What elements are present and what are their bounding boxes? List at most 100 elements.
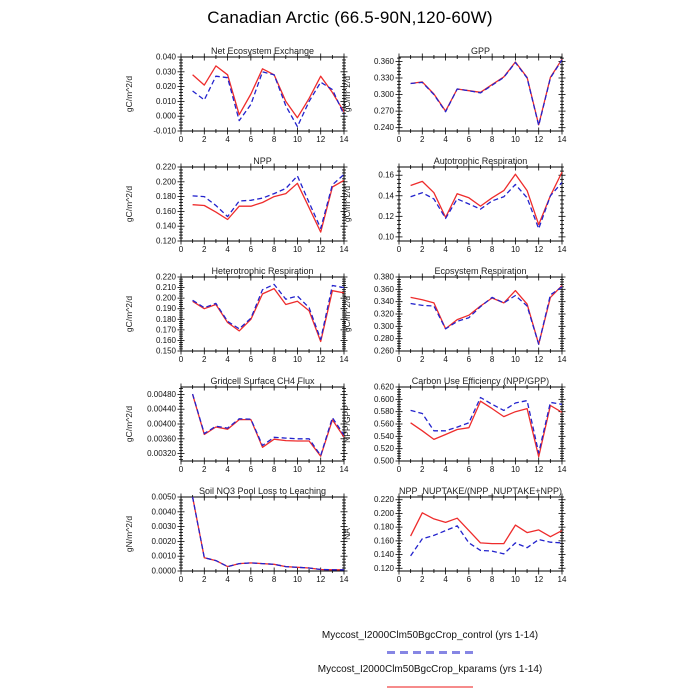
- x-tick-label: 12: [534, 135, 543, 144]
- y-tick-label: 0.14: [378, 191, 394, 200]
- x-tick-label: 10: [293, 135, 302, 144]
- series-line-kparams: [410, 285, 563, 345]
- x-tick-label: 2: [420, 245, 425, 254]
- y-tick-label: 0.000: [156, 112, 177, 121]
- y-tick-label: 0.0010: [152, 552, 177, 561]
- y-axis-unit-label: gC/m^2/d: [124, 406, 134, 442]
- y-tick-label: -0.010: [153, 127, 176, 136]
- y-tick-label: 0.0020: [152, 537, 177, 546]
- x-tick-label: 12: [316, 135, 325, 144]
- x-tick-label: 14: [558, 575, 567, 584]
- y-tick-label: 0.180: [156, 192, 177, 201]
- x-tick-label: 6: [249, 355, 254, 364]
- legend-label-kparams: Myccost_I2000Clm50BgcCrop_kparams (yrs 1…: [317, 664, 543, 675]
- series-line-control: [192, 71, 345, 128]
- legend-line-kparams-sample: [387, 686, 473, 688]
- series-line-control: [191, 393, 345, 457]
- x-tick-label: 4: [443, 135, 448, 144]
- y-tick-label: 0.320: [374, 310, 395, 319]
- y-tick-label: 0.240: [374, 123, 395, 132]
- y-tick-label: 0.620: [374, 383, 395, 392]
- y-tick-label: 0.140: [374, 550, 395, 559]
- y-tick-label: 0.200: [374, 509, 395, 518]
- y-tick-label: 0.140: [156, 222, 177, 231]
- y-tick-label: 0.580: [374, 407, 395, 416]
- y-tick-label: 0.120: [156, 237, 177, 246]
- x-tick-label: 8: [272, 245, 277, 254]
- x-tick-label: 10: [511, 135, 520, 144]
- x-tick-label: 2: [202, 465, 207, 474]
- panel-title: Carbon Use Efficiency (NPP/GPP): [412, 376, 549, 386]
- series-line-kparams: [191, 394, 345, 457]
- y-tick-label: 0.0040: [152, 507, 177, 516]
- series-line-kparams: [192, 287, 345, 343]
- x-tick-label: 14: [340, 135, 349, 144]
- x-tick-label: 8: [490, 465, 495, 474]
- x-tick-label: 10: [511, 355, 520, 364]
- series-line-control: [410, 286, 563, 345]
- x-tick-label: 6: [249, 465, 254, 474]
- x-tick-label: 6: [249, 135, 254, 144]
- series-line-control: [410, 181, 563, 230]
- x-tick-label: 4: [225, 465, 230, 474]
- y-axis-unit-label: gC/m^2/d: [124, 296, 134, 332]
- series-line-kparams: [410, 171, 563, 226]
- x-tick-label: 4: [443, 355, 448, 364]
- x-tick-label: 4: [225, 575, 230, 584]
- y-tick-label: 0.220: [374, 495, 395, 504]
- x-tick-label: 0: [397, 355, 402, 364]
- panel-title: Net Ecosystem Exchange: [211, 46, 314, 56]
- x-tick-label: 12: [534, 575, 543, 584]
- x-tick-label: 10: [511, 465, 520, 474]
- y-tick-label: 0.300: [374, 90, 395, 99]
- y-tick-label: 0.10: [378, 232, 394, 241]
- y-tick-label: 0.520: [374, 444, 395, 453]
- x-tick-label: 6: [249, 575, 254, 584]
- x-tick-label: 10: [511, 245, 520, 254]
- x-tick-label: 14: [340, 575, 349, 584]
- y-tick-label: 0.300: [374, 322, 395, 331]
- series-line-control: [410, 59, 563, 127]
- legend-label-control: Myccost_I2000Clm50BgcCrop_control (yrs 1…: [321, 630, 539, 641]
- y-tick-label: 0.0030: [152, 522, 177, 531]
- y-tick-label: 0.600: [374, 395, 395, 404]
- series-line-control: [192, 283, 345, 341]
- x-tick-label: 14: [558, 135, 567, 144]
- chart-panel: 0 2 4 6 8 10 12 14 0.240 0.270 0.300 0.330 0.360 GPP g…: [342, 46, 567, 144]
- x-tick-label: 12: [534, 245, 543, 254]
- series-line-kparams: [410, 58, 563, 126]
- x-tick-label: 14: [558, 355, 567, 364]
- x-tick-label: 6: [467, 355, 472, 364]
- x-tick-label: 4: [443, 575, 448, 584]
- chart-panel: 0 2 4 6 8 10 12 14 -0.010 0.000 0.010 0.020 0.030 0.0…: [124, 46, 349, 144]
- y-tick-label: 0.120: [374, 564, 395, 573]
- y-tick-label: 0.360: [374, 57, 395, 66]
- y-tick-label: 0.340: [374, 297, 395, 306]
- panel-title: GPP: [471, 46, 490, 56]
- y-axis-unit-label: NA: [342, 528, 352, 540]
- x-tick-label: 6: [467, 465, 472, 474]
- x-tick-label: 10: [293, 245, 302, 254]
- y-axis-unit-label: gN/m^2/d: [124, 516, 134, 552]
- x-tick-label: 4: [443, 465, 448, 474]
- y-tick-label: 0.560: [374, 420, 395, 429]
- x-tick-label: 0: [179, 465, 184, 474]
- series-line-kparams: [191, 496, 344, 571]
- x-tick-label: 2: [202, 355, 207, 364]
- x-tick-label: 14: [340, 465, 349, 474]
- x-tick-label: 0: [397, 245, 402, 254]
- chart-panel: 0 2 4 6 8 10 12 14 0.0000 0.0010 0.0020 0.0030 0.004…: [124, 486, 349, 584]
- x-tick-label: 4: [225, 135, 230, 144]
- y-tick-label: 0.010: [156, 97, 177, 106]
- x-tick-label: 4: [225, 355, 230, 364]
- x-tick-label: 0: [179, 135, 184, 144]
- x-tick-label: 12: [316, 355, 325, 364]
- y-tick-label: 0.020: [156, 82, 177, 91]
- y-tick-label: 0.280: [374, 334, 395, 343]
- panel-title: Heterotrophic Respiration: [211, 266, 313, 276]
- series-line-control: [192, 173, 345, 230]
- x-tick-label: 12: [534, 465, 543, 474]
- x-tick-label: 6: [467, 575, 472, 584]
